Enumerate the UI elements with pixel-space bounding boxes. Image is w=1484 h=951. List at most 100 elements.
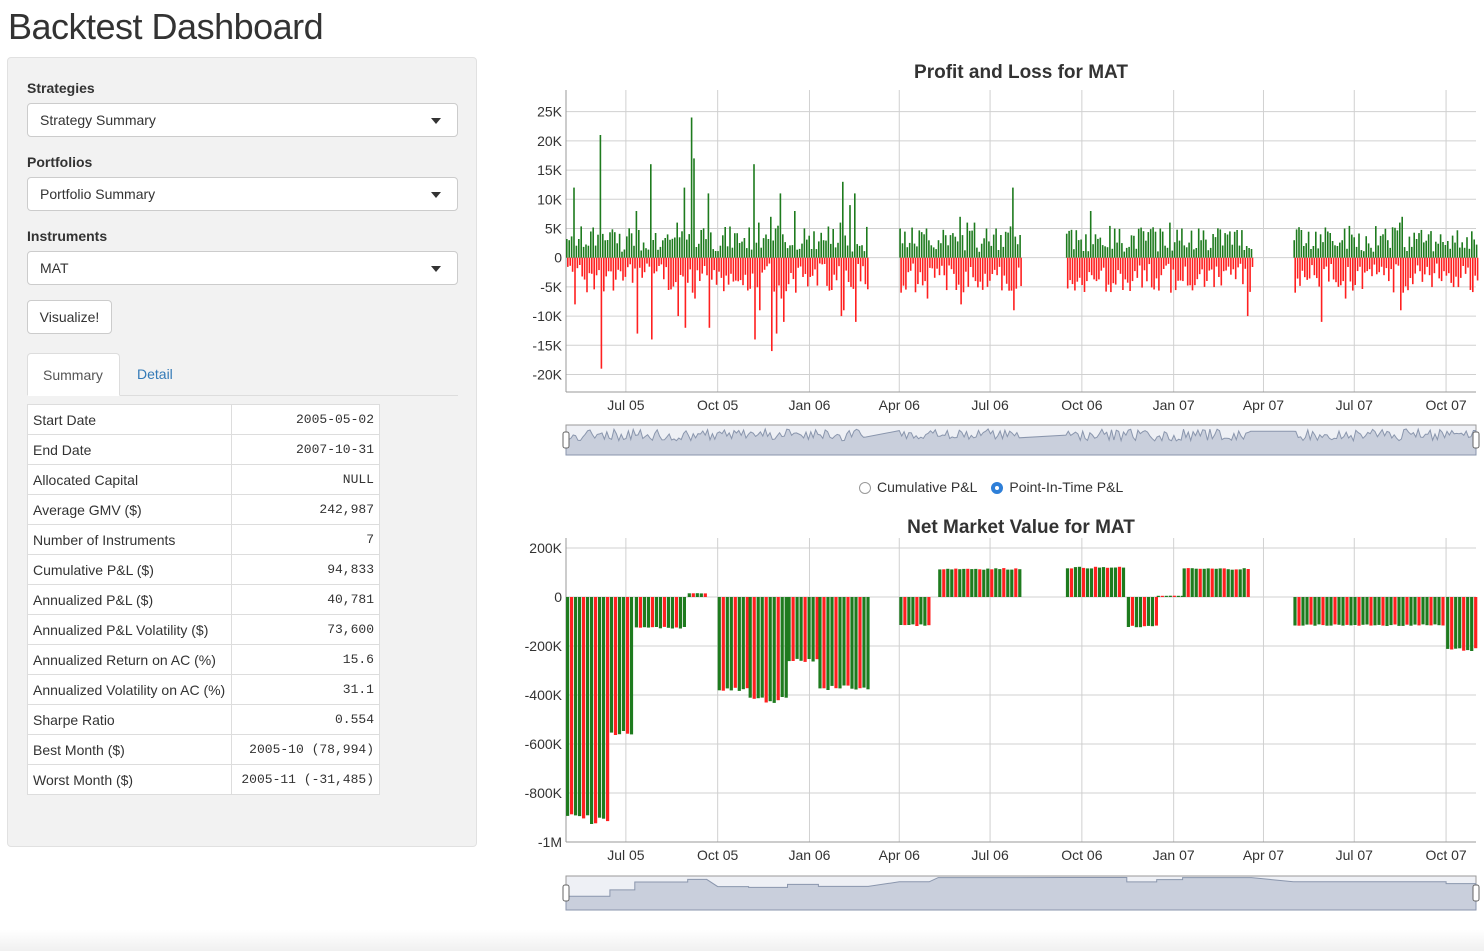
pnl-bar-positive — [918, 230, 921, 258]
pnl-bar-positive — [928, 240, 930, 258]
pnl-bar-negative — [1086, 257, 1088, 282]
pnl-bar-negative — [1198, 257, 1201, 275]
pnl-bar-negative — [850, 257, 852, 287]
pnl-bar-positive — [1116, 242, 1118, 258]
radio-option[interactable]: Point-In-Time P&L — [991, 479, 1123, 495]
pnl-bar-positive — [937, 240, 940, 258]
pnl-bar-negative — [653, 257, 655, 274]
pnl-bar-negative — [845, 257, 847, 271]
summary-value: 40,781 — [231, 584, 380, 615]
pnl-bar-negative — [1066, 257, 1069, 289]
pnl-bar-positive — [1461, 242, 1463, 258]
radio-option[interactable]: Cumulative P&L — [859, 479, 977, 495]
pnl-bar-positive — [1427, 234, 1430, 258]
pnl-bar-negative — [711, 257, 713, 280]
pnl-bar-positive — [1111, 248, 1114, 258]
pnl-bar-negative — [1404, 257, 1407, 287]
pnl-bar-positive — [1329, 233, 1331, 258]
pnl-bar-negative — [634, 257, 636, 269]
chart-title: Profit and Loss for MAT — [914, 62, 1128, 83]
visualize-button[interactable]: Visualize! — [27, 300, 112, 334]
nmv-bar — [842, 597, 846, 686]
tab-summary[interactable]: Summary — [27, 353, 120, 396]
pnl-bar-negative — [1433, 257, 1436, 274]
radio-checked-icon[interactable] — [991, 482, 1004, 495]
pnl-bar-negative — [629, 257, 631, 265]
pnl-bar-negative — [1308, 257, 1311, 279]
pnl-bar-positive — [904, 231, 906, 258]
pnl-bar-positive — [1367, 243, 1370, 258]
nmv-bar — [982, 569, 986, 597]
summary-table: Start Date 2005-05-02 End Date 2007-10-31 Al… — [27, 404, 380, 795]
pnl-bar-negative — [986, 257, 989, 287]
pnl-bar-negative — [1311, 257, 1313, 266]
pnl-bar-positive — [1173, 242, 1176, 258]
x-tick-label: Oct 05 — [697, 397, 738, 413]
pnl-bar-positive — [1454, 242, 1456, 258]
pnl-bar-negative — [802, 257, 804, 277]
pnl-bar-positive — [916, 246, 918, 258]
nmv-bar — [598, 597, 602, 818]
radio-unchecked-icon[interactable] — [859, 482, 871, 495]
pnl-bar-positive — [1331, 241, 1334, 258]
pnl-bar-negative — [809, 257, 811, 277]
pnl-bar-positive — [736, 233, 738, 258]
pnl-bar-negative — [639, 257, 641, 268]
pnl-bar-positive — [990, 245, 993, 258]
instruments-select[interactable]: MAT — [27, 251, 458, 285]
pnl-bar-positive — [1070, 229, 1073, 258]
pnl-bar-negative — [612, 257, 615, 291]
pnl-bar-positive — [1420, 229, 1423, 258]
pnl-bar-positive — [1142, 231, 1145, 258]
x-tick-label: Apr 07 — [1243, 847, 1284, 863]
pnl-bar-negative — [658, 257, 660, 266]
nmv-bar — [1329, 597, 1333, 626]
navigator-handle — [1472, 884, 1480, 902]
pnl-bar-positive — [1149, 229, 1152, 258]
pnl-bar-positive — [774, 228, 777, 258]
pnl-bar-negative — [953, 257, 955, 274]
strategies-select[interactable]: Strategy Summary — [27, 103, 458, 137]
nmv-bar — [1305, 597, 1309, 625]
nmv-bar — [990, 569, 994, 597]
pnl-bar-negative — [742, 257, 744, 286]
pnl-bar-positive — [995, 228, 997, 258]
pnl-bar-negative — [1450, 257, 1452, 283]
pnl-bar-positive — [1310, 249, 1312, 258]
pnl-bar-negative — [574, 257, 576, 305]
pnl-bar-negative — [756, 257, 759, 288]
pnl-bar-negative — [945, 257, 948, 291]
nmv-bar — [1389, 597, 1393, 626]
pnl-bar-negative — [660, 257, 663, 265]
nmv-bar — [986, 568, 990, 597]
table-row: Cumulative P&L ($) 94,833 — [27, 554, 380, 585]
pnl-bar-negative — [1083, 257, 1086, 292]
pnl-bar-positive — [1303, 246, 1305, 258]
pnl-bar-positive — [657, 249, 659, 258]
pnl-bar-negative — [701, 257, 703, 274]
pnl-bar-negative — [1342, 257, 1344, 282]
pnl-bar-negative — [1069, 257, 1071, 281]
nmv-bar — [954, 568, 958, 597]
portfolios-select[interactable]: Portfolio Summary — [27, 177, 458, 211]
nmv-bar — [923, 597, 927, 626]
pnl-bar-positive — [662, 240, 664, 258]
nmv-bar — [760, 597, 764, 698]
page-title: Backtest Dashboard — [8, 6, 324, 47]
tab-detail[interactable]: Detail — [137, 366, 173, 382]
x-tick-label: Jul 05 — [607, 847, 645, 863]
nmv-bar — [733, 597, 737, 688]
pnl-bar-negative — [672, 257, 675, 287]
pnl-bar-negative — [1296, 257, 1299, 279]
pnl-bar-positive — [1185, 247, 1188, 258]
pnl-bar-positive — [1468, 248, 1471, 258]
nmv-bar — [1385, 597, 1389, 626]
pnl-bar-positive — [688, 234, 690, 258]
pnl-bar-negative — [1421, 257, 1424, 282]
pnl-bar-positive — [746, 248, 748, 258]
pnl-bar-positive — [1475, 244, 1478, 258]
pnl-bar-negative — [783, 257, 785, 322]
pnl-bar-positive — [1019, 235, 1021, 258]
x-tick-label: Apr 06 — [879, 397, 920, 413]
pnl-bar-positive — [901, 243, 904, 258]
